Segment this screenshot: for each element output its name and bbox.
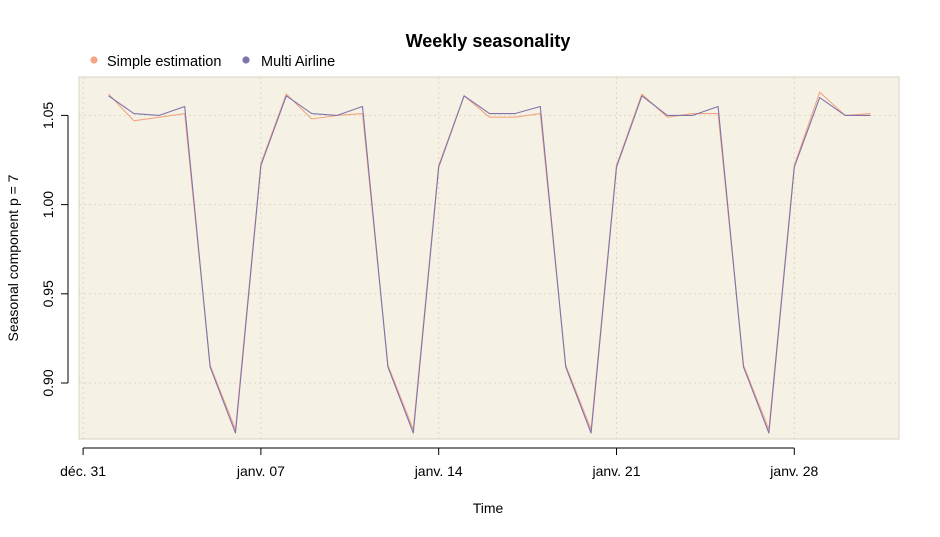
y-tick-label: 0.90: [40, 369, 56, 396]
x-tick-label: janv. 07: [236, 463, 285, 479]
legend-marker-multi-airline: [242, 56, 250, 64]
x-tick-label: janv. 14: [414, 463, 463, 479]
chart-title: Weekly seasonality: [406, 31, 571, 51]
x-tick-label: déc. 31: [60, 463, 106, 479]
series-lines: [108, 91, 871, 434]
x-axis-label: Time: [473, 500, 504, 516]
legend-label-simple-estimation: Simple estimation: [107, 54, 221, 70]
y-axis-ticks: 0.90 0.95 1.00 1.05: [40, 102, 68, 397]
legend-marker-simple-estimation: [90, 56, 98, 64]
x-tick-label: janv. 21: [592, 463, 641, 479]
gridlines: [79, 77, 899, 439]
legend: Simple estimation Multi Airline: [90, 54, 335, 70]
y-axis-label: Seasonal component p = 7: [5, 174, 21, 341]
series-line-multi-airline: [108, 95, 871, 434]
x-axis-ticks: déc. 31 janv. 07 janv. 14 janv. 21 janv. 28: [60, 448, 819, 479]
y-tick-label: 1.00: [40, 191, 56, 218]
y-tick-label: 1.05: [40, 102, 56, 129]
plot-panel: [78, 76, 900, 440]
legend-label-multi-airline: Multi Airline: [261, 54, 335, 70]
y-tick-label: 0.95: [40, 280, 56, 307]
x-tick-label: janv. 28: [769, 463, 818, 479]
